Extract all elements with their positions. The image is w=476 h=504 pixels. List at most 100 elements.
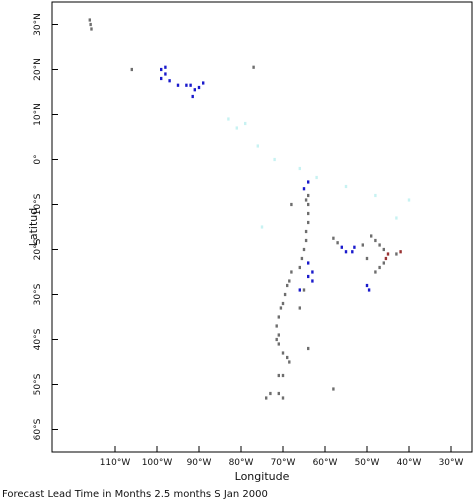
station-point-gray (300, 256, 304, 261)
lat-tick-label: 0° (33, 154, 43, 164)
station-point-gray (302, 247, 306, 252)
lon-tick-label: 30°W (439, 458, 464, 468)
station-point-blue (160, 76, 163, 81)
station-point-cyan (273, 157, 276, 162)
station-point-gray (370, 234, 373, 238)
station-point-gray (290, 202, 293, 207)
station-point-gray (269, 391, 272, 396)
station-point-gray (275, 337, 278, 342)
lat-tick-label: 10°N (33, 103, 43, 126)
station-point-cyan (227, 117, 230, 121)
station-point-gray (286, 355, 289, 360)
station-point-gray (378, 243, 381, 247)
station-point-gray (298, 306, 301, 310)
station-point-gray (382, 261, 385, 265)
station-point-gray (307, 211, 310, 216)
station-point-gray (336, 241, 339, 245)
station-point-blue (365, 283, 369, 288)
station-point-red (399, 250, 402, 254)
axis-ticks: 110°W 100°W 90°W 80°W 70°W 60°W 50°W 40°W 30°W 30… (33, 13, 464, 468)
station-points (88, 18, 411, 400)
station-point-cyan (260, 225, 264, 229)
station-point-blue (298, 288, 301, 292)
station-point-blue (311, 279, 314, 283)
station-point-gray (288, 279, 291, 283)
station-point-gray (332, 236, 335, 240)
x-axis-title: Longitude (235, 470, 290, 483)
lat-tick-label: 30°S (33, 283, 43, 305)
lon-tick-label: 60°W (313, 458, 338, 468)
station-point-gray (265, 396, 268, 400)
station-point-blue (160, 67, 163, 72)
station-point-blue (307, 180, 310, 184)
station-point-gray (277, 391, 280, 396)
station-point-gray (281, 301, 285, 306)
station-point-blue (367, 288, 371, 292)
station-point-gray (277, 315, 280, 319)
station-point-gray (332, 387, 335, 391)
station-point-blue (344, 250, 348, 254)
station-point-gray (395, 252, 398, 256)
station-point-gray (288, 360, 291, 364)
lat-tick-label: 20°N (33, 58, 43, 81)
station-point-cyan (244, 121, 247, 126)
station-point-cyan (374, 193, 377, 198)
station-point-gray (298, 265, 301, 270)
station-point-gray (281, 351, 285, 355)
station-point-gray (90, 27, 93, 31)
station-point-cyan (315, 175, 318, 180)
station-point-gray (286, 283, 289, 288)
station-point-blue (185, 83, 188, 87)
station-point-gray (307, 202, 310, 207)
station-point-blue (197, 85, 201, 90)
station-point-cyan (235, 126, 238, 130)
station-point-gray (277, 342, 280, 346)
station-point-cyan (395, 216, 398, 220)
station-point-gray (130, 67, 133, 72)
lon-tick-label: 90°W (187, 458, 212, 468)
lat-tick-label: 50°S (33, 373, 43, 395)
station-point-gray (88, 18, 91, 22)
station-point-gray (307, 346, 310, 351)
station-point-gray (290, 270, 293, 274)
y-axis-title: Latitud (27, 208, 40, 247)
map-frame (51, 1, 473, 453)
station-point-gray (281, 396, 285, 400)
station-point-gray (275, 324, 278, 328)
station-point-blue (302, 187, 306, 191)
station-point-gray (277, 333, 280, 337)
station-point-blue (351, 250, 354, 254)
station-point-blue (307, 261, 310, 265)
station-point-blue (202, 81, 205, 85)
station-point-gray (281, 373, 285, 378)
station-point-cyan (298, 166, 301, 171)
lon-tick-label: 80°W (229, 458, 254, 468)
lon-tick-label: 50°W (355, 458, 380, 468)
station-point-gray (374, 270, 377, 274)
station-point-cyan (407, 198, 411, 202)
lon-tick-label: 40°W (397, 458, 422, 468)
lat-tick-label: 10°S (33, 193, 43, 215)
station-point-gray (361, 243, 364, 247)
station-point-gray (283, 292, 287, 297)
station-point-blue (164, 65, 167, 69)
station-point-gray (304, 238, 308, 243)
lat-tick-label: 60°S (33, 418, 43, 440)
station-point-blue (189, 83, 192, 87)
station-point-cyan (256, 144, 259, 148)
station-point-gray (304, 229, 308, 234)
station-point-gray (252, 65, 255, 69)
station-point-blue (311, 270, 314, 274)
station-point-gray (374, 238, 377, 243)
station-point-gray (365, 256, 369, 261)
station-point-blue (176, 83, 180, 87)
station-point-gray (277, 373, 280, 378)
station-point-blue (340, 245, 343, 249)
station-point-gray (302, 288, 306, 292)
station-point-gray (304, 198, 308, 202)
station-point-blue (168, 79, 171, 83)
lon-tick-label: 100°W (142, 458, 173, 468)
station-point-red (384, 256, 388, 261)
station-point-cyan (344, 184, 348, 189)
